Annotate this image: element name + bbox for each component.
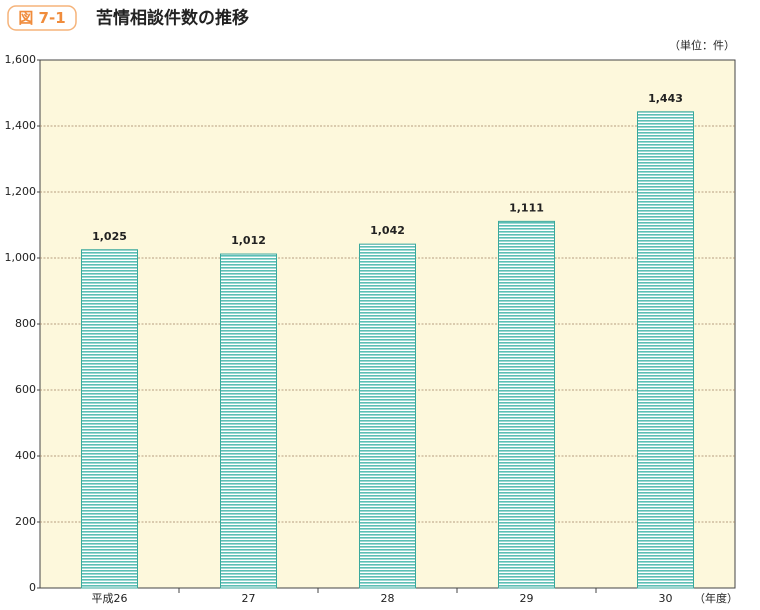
x-tick-label: 29 <box>520 592 534 605</box>
bar <box>220 253 277 589</box>
y-tick-label: 200 <box>15 515 36 528</box>
value-label: 1,012 <box>231 234 266 247</box>
bar <box>498 220 555 589</box>
chart-title: 苦情相談件数の推移 <box>96 8 249 29</box>
x-tick-label: 28 <box>381 592 395 605</box>
value-label: 1,443 <box>648 92 683 105</box>
y-tick-label: 1,600 <box>5 53 37 66</box>
bar <box>81 249 138 589</box>
y-tick-label: 0 <box>29 581 36 594</box>
x-unit-label: （年度） <box>694 591 738 605</box>
figure-badge <box>7 5 77 31</box>
y-tick-label: 1,200 <box>5 185 37 198</box>
y-tick-label: 1,000 <box>5 251 37 264</box>
unit-label: （単位：件） <box>669 38 735 52</box>
value-label: 1,042 <box>370 224 405 237</box>
y-tick-label: 600 <box>15 383 36 396</box>
figure-label: 図 7-1 <box>18 9 65 27</box>
value-label: 1,025 <box>92 230 127 243</box>
bar <box>637 111 694 589</box>
bar <box>359 243 416 589</box>
y-tick-label: 800 <box>15 317 36 330</box>
x-tick-label: 30 <box>659 592 673 605</box>
x-tick-label: 平成26 <box>92 592 128 605</box>
y-tick-label: 400 <box>15 449 36 462</box>
y-tick-label: 1,400 <box>5 119 37 132</box>
x-tick-label: 27 <box>242 592 256 605</box>
value-label: 1,111 <box>509 201 544 214</box>
